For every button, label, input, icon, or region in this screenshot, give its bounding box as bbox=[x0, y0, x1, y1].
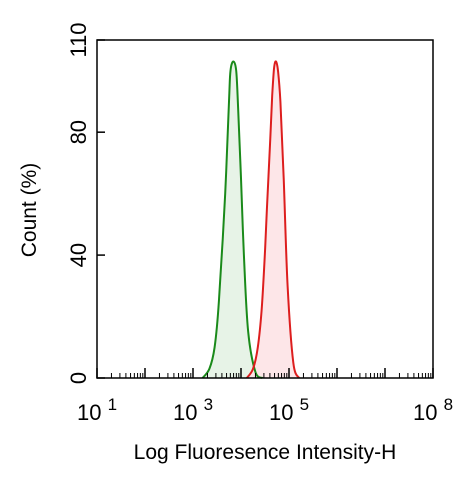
series-2-line bbox=[245, 60, 301, 379]
y-tick-label: 80 bbox=[66, 120, 91, 144]
x-tick-label: 10 5 bbox=[269, 395, 309, 425]
series-1-fill bbox=[202, 61, 263, 378]
labels-layer: 0 40 80 110 10 1 10 3 10 5 10 8 bbox=[66, 22, 453, 425]
plot-frame bbox=[96, 39, 434, 379]
y-tick-label: 110 bbox=[66, 22, 91, 57]
axes-layer bbox=[96, 39, 434, 379]
y-tick-label: 40 bbox=[66, 243, 91, 267]
y-tick-label: 0 bbox=[66, 372, 91, 384]
y-axis-title: Count (%) bbox=[18, 163, 41, 258]
x-axis-title: Log Fluoresence Intensity-H bbox=[134, 441, 397, 464]
x-tick-label: 10 8 bbox=[413, 395, 453, 425]
series-1-line bbox=[201, 60, 264, 379]
x-tick-label: 10 3 bbox=[173, 395, 213, 425]
x-tick-label: 10 1 bbox=[77, 395, 117, 425]
series-2-fill bbox=[246, 61, 300, 378]
series-layer bbox=[201, 60, 301, 379]
